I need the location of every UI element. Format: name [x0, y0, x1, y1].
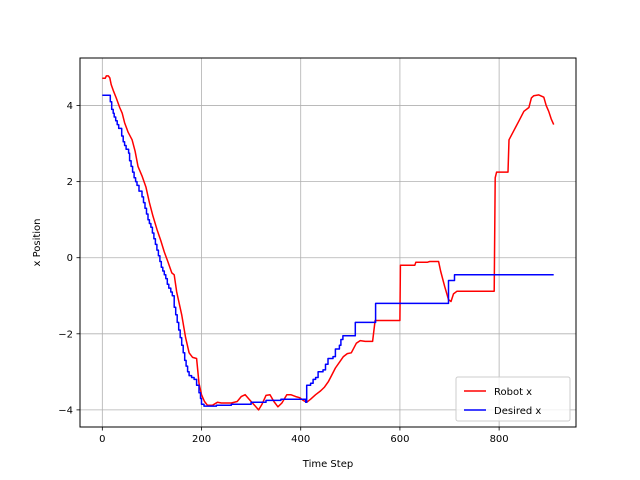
- legend: Robot x Desired x: [455, 376, 571, 422]
- y-tick-label: 4: [67, 101, 73, 112]
- y-tick-label: 0: [67, 253, 73, 264]
- y-tick-label: 2: [67, 177, 73, 188]
- plot-frame: [79, 57, 577, 428]
- x-axis-label: Time Step: [302, 459, 353, 470]
- y-axis-label: x Position: [32, 218, 43, 266]
- x-tick-label: 0: [99, 434, 105, 445]
- grid: [80, 58, 576, 427]
- ticks: 0 200 400 600 800 −4 −2 0 2 4: [58, 101, 508, 445]
- x-tick-label: 600: [390, 434, 409, 445]
- y-tick-label: −2: [58, 329, 73, 340]
- series-line-robot-x: [102, 75, 555, 411]
- legend-label: Robot x: [494, 387, 532, 398]
- x-tick-label: 800: [490, 434, 509, 445]
- x-tick-label: 200: [192, 434, 211, 445]
- legend-label: Desired x: [494, 406, 541, 417]
- series-line-desired-x: [102, 94, 554, 407]
- y-tick-label: −4: [58, 405, 73, 416]
- x-tick-label: 400: [291, 434, 310, 445]
- series-layer: [102, 75, 555, 411]
